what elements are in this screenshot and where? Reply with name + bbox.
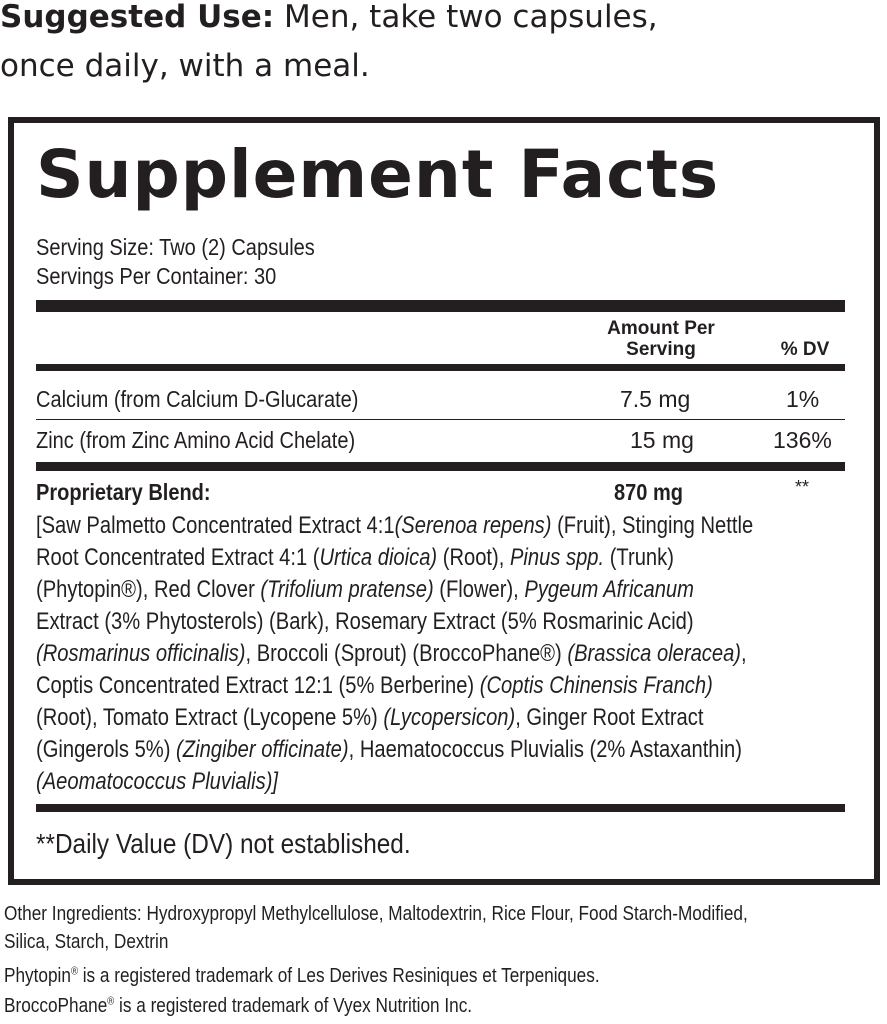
blend-latin-name: Urtica dioica)	[319, 544, 438, 571]
suggested-use-label: Suggested Use:	[0, 0, 275, 35]
blend-text: [Saw Palmetto Concentrated Extract 4:1	[36, 512, 395, 539]
blend-latin-name: Pygeum Africanum	[524, 576, 694, 603]
blend-latin-name: (Trifolium pratense)	[260, 576, 434, 603]
blend-line: Root Concentrated Extract 4:1 (Urtica di…	[36, 542, 887, 574]
nutrient-name-calcium: Calcium (from Calcium D-Glucarate)	[36, 386, 359, 412]
blend-text: Coptis Concentrated Extract 12:1 (5% Ber…	[36, 672, 480, 699]
nutrient-amount-calcium: 7.5 mg	[620, 386, 691, 412]
blend-text: (Root), Tomato Extract (Lycopene 5%)	[36, 704, 384, 731]
blend-line: (Root), Tomato Extract (Lycopene 5%) (Ly…	[36, 702, 887, 734]
panel-title: Supplement Facts	[36, 136, 720, 213]
trademark-phytopin: Phytopin® is a registered trademark of L…	[4, 965, 600, 987]
blend-name: Proprietary Blend:	[36, 479, 211, 505]
blend-text: (Gingerols 5%)	[36, 736, 177, 763]
blend-text: (Root),	[437, 544, 510, 571]
blend-text: Extract (3% Phytosterols) (Bark), Rosema…	[36, 608, 694, 635]
blend-line: (Phytopin®), Red Clover (Trifolium prate…	[36, 574, 887, 606]
suggested-use-text: Men, take two capsules,	[274, 0, 658, 35]
blend-latin-name: (Serenoa repens)	[394, 512, 552, 539]
blend-text: (Flower),	[433, 576, 525, 603]
trademark-broccophane: BroccoPhane® is a registered trademark o…	[4, 995, 473, 1017]
nutrient-name-zinc: Zinc (from Zinc Amino Acid Chelate)	[36, 427, 356, 453]
suggested-use-line-1: Suggested Use: Men, take two capsules,	[0, 0, 658, 37]
blend-line: (Aeomatococcus Pluvialis)]	[36, 766, 887, 798]
blend-latin-name: (Aeomatococcus Pluvialis)]	[36, 768, 279, 795]
blend-line: Extract (3% Phytosterols) (Bark), Rosema…	[36, 606, 887, 638]
nutrient-dv-zinc: 136%	[773, 427, 832, 453]
blend-line: Coptis Concentrated Extract 12:1 (5% Ber…	[36, 670, 887, 702]
blend-text: (Phytopin®), Red Clover	[36, 576, 261, 603]
suggested-use-line-2: once daily, with a meal.	[0, 48, 370, 84]
blend-line: (Gingerols 5%) (Zingiber officinate), Ha…	[36, 734, 887, 766]
nutrient-dv-calcium: 1%	[786, 386, 820, 412]
divider-thick	[36, 804, 845, 812]
blend-text: (Fruit), Stinging Nettle	[551, 512, 754, 539]
blend-latin-name: (Lycopersicon)	[383, 704, 516, 731]
blend-text: (Trunk)	[604, 544, 674, 571]
blend-amount: 870 mg	[614, 479, 683, 505]
blend-text: Root Concentrated Extract 4:1 (	[36, 544, 320, 571]
other-ingredients-line-1: Other Ingredients: Hydroxypropyl Methylc…	[4, 903, 748, 925]
amount-per-serving-header: Amount Per Serving	[607, 318, 715, 360]
nutrient-amount-zinc: 15 mg	[630, 427, 694, 453]
footnote: **Daily Value (DV) not established.	[36, 828, 411, 859]
supplement-facts-panel	[8, 117, 880, 885]
divider-thick	[36, 462, 845, 471]
divider-thin	[36, 419, 845, 420]
blend-dv: **	[795, 477, 810, 497]
servings-per-container: Servings Per Container: 30	[36, 263, 277, 289]
blend-latin-name: (Coptis Chinensis Franch)	[479, 672, 713, 699]
dv-header: % DV	[780, 339, 830, 360]
blend-text: , Ginger Root Extract	[515, 704, 704, 731]
blend-text: , Haematococcus Pluvialis (2% Astaxanthi…	[348, 736, 742, 763]
blend-text: ,	[741, 640, 747, 667]
blend-latin-name: (Rosmarinus officinalis)	[36, 640, 246, 667]
blend-latin-name: (Brassica oleracea)	[567, 640, 742, 667]
blend-latin-name: (Zingiber officinate)	[176, 736, 349, 763]
divider-medium	[36, 364, 845, 371]
blend-line: (Rosmarinus officinalis), Broccoli (Spro…	[36, 638, 887, 670]
blend-text: , Broccoli (Sprout) (BroccoPhane®)	[245, 640, 568, 667]
blend-line: [Saw Palmetto Concentrated Extract 4:1(S…	[36, 510, 887, 542]
blend-ingredients: [Saw Palmetto Concentrated Extract 4:1(S…	[36, 510, 887, 798]
serving-size: Serving Size: Two (2) Capsules	[36, 234, 315, 260]
other-ingredients-line-2: Silica, Starch, Dextrin	[4, 931, 169, 953]
divider-thick	[36, 300, 845, 312]
blend-latin-name: Pinus spp.	[509, 544, 605, 571]
